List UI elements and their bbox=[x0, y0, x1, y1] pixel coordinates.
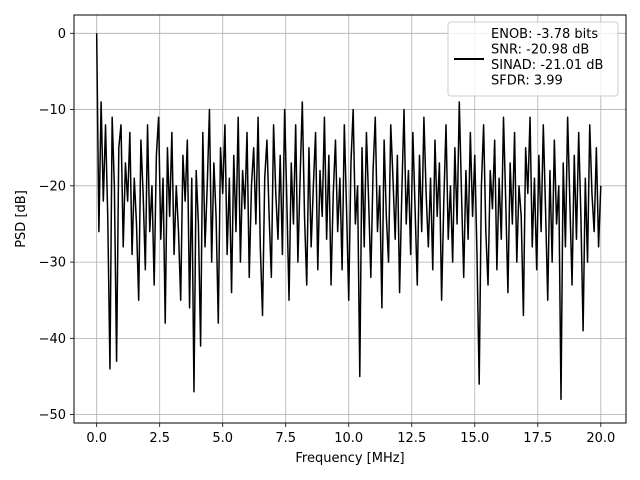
legend-box bbox=[447, 21, 619, 97]
x-tick-label: 7.5 bbox=[275, 431, 296, 446]
y-tick-label: 0 bbox=[58, 27, 66, 42]
x-tick-label: 12.5 bbox=[397, 431, 426, 446]
x-tick-label: 15.0 bbox=[460, 431, 489, 446]
y-tick-label: −50 bbox=[39, 408, 66, 423]
y-tick-label: −10 bbox=[39, 103, 66, 118]
x-tick-label: 2.5 bbox=[149, 431, 170, 446]
psd-series-line bbox=[95, 33, 602, 401]
x-tick-label: 10.0 bbox=[334, 431, 363, 446]
y-tick-label: −40 bbox=[39, 332, 66, 347]
legend-label-line: SNR: -20.98 dB bbox=[491, 43, 589, 58]
x-tick-label: 5.0 bbox=[212, 431, 233, 446]
legend-label-line: SINAD: -21.01 dB bbox=[491, 58, 603, 73]
x-tick-label: 17.5 bbox=[523, 431, 552, 446]
legend-label-line: SFDR: 3.99 bbox=[491, 74, 563, 89]
series-layer bbox=[95, 33, 602, 401]
y-axis-label: PSD [dB] bbox=[14, 190, 29, 248]
ticks: 0.0 2.5 5.0 7.5 10.0 12.5 15.0 17.5 20.0 0 −10 −20 −… bbox=[39, 27, 616, 446]
x-tick-label: 20.0 bbox=[586, 431, 615, 446]
y-tick-label: −20 bbox=[39, 179, 66, 194]
axes-frame bbox=[73, 14, 627, 424]
legend-label: ENOB: -3.78 bits SNR: -20.98 dB SINAD: -21… bbox=[491, 27, 603, 89]
x-axis-label: Frequency [MHz] bbox=[295, 451, 404, 466]
legend: ENOB: -3.78 bits SNR: -20.98 dB SINAD: -21… bbox=[447, 21, 619, 97]
x-tick-label: 0.0 bbox=[86, 431, 107, 446]
legend-label-line: ENOB: -3.78 bits bbox=[491, 27, 598, 42]
y-tick-label: −30 bbox=[39, 256, 66, 271]
